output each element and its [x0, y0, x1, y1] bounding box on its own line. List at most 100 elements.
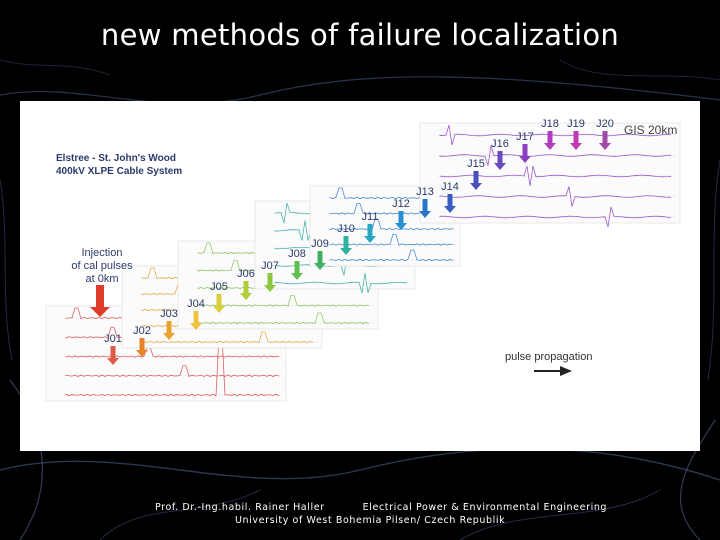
- joint-label: J08: [288, 248, 306, 260]
- joint-label: J10: [337, 223, 355, 235]
- arrow-head: [519, 156, 531, 163]
- arrow-shaft: [166, 321, 172, 333]
- arrow-shaft: [243, 281, 249, 293]
- joint-arrow: [544, 131, 556, 150]
- joint-label: J13: [416, 186, 434, 198]
- arrow-shaft: [139, 338, 145, 350]
- joint-label: J17: [516, 131, 534, 143]
- pulse-propagation-diagram: J01 J02 J03 J04 J05 J06 J07 J08 J09 J10 J11 J12 J13 J…: [45, 118, 681, 402]
- arrow-head: [599, 143, 611, 150]
- joint-label: J07: [261, 260, 279, 272]
- joint-label: J01: [104, 333, 122, 345]
- joint-label: J15: [467, 158, 485, 170]
- joint-arrow: [136, 338, 148, 357]
- joint-arrow: [163, 321, 175, 340]
- joint-label: J14: [441, 181, 459, 193]
- joint-arrow: [107, 346, 119, 365]
- arrow-head: [570, 143, 582, 150]
- footer-author: Prof. Dr.-Ing.habil. Rainer Haller: [155, 502, 325, 513]
- arrow-head: [291, 273, 303, 280]
- gis-label: GIS 20km: [624, 123, 677, 137]
- injection-label-line2: of cal pulses: [71, 260, 133, 272]
- arrow-shaft: [422, 199, 428, 211]
- oscillogram-trace: [329, 218, 454, 231]
- joint-label: J19: [567, 118, 585, 130]
- joint-label: J16: [491, 138, 509, 150]
- arrow-shaft: [267, 273, 273, 285]
- joint-label: J20: [596, 118, 614, 130]
- joint-arrows: [107, 131, 611, 365]
- arrow-head: [494, 163, 506, 170]
- joint-arrow: [419, 199, 431, 218]
- oscillogram-trace: [141, 331, 314, 344]
- arrow-head: [107, 358, 119, 365]
- joint-arrow: [264, 273, 276, 292]
- system-title-line1: Elstree - St. John's Wood: [56, 153, 176, 164]
- arrow-head: [444, 206, 456, 213]
- injection-label-line3: at 0km: [85, 273, 118, 285]
- arrow-shaft: [110, 346, 116, 358]
- joint-label: J09: [311, 238, 329, 250]
- oscillogram-trace: [439, 206, 672, 228]
- joint-arrow: [340, 236, 352, 255]
- oscillogram-trace: [439, 145, 672, 166]
- joint-arrow: [494, 151, 506, 170]
- arrow-head: [470, 183, 482, 190]
- oscillogram-trace: [439, 124, 672, 146]
- oscillogram-trace: [65, 346, 280, 358]
- joint-label: J18: [541, 118, 559, 130]
- injection-arrow: [90, 285, 110, 317]
- joint-label: J06: [237, 268, 255, 280]
- joint-label: J11: [362, 211, 379, 223]
- arrow-head: [213, 306, 225, 313]
- oscillogram-trace: [197, 295, 370, 307]
- arrow-head: [136, 350, 148, 357]
- oscillogram-stack: [45, 122, 681, 402]
- arrow-head: [419, 211, 431, 218]
- arrow-head: [340, 248, 352, 255]
- oscillogram-trace: [439, 186, 672, 207]
- joint-arrow: [444, 194, 456, 213]
- arrow-head: [364, 236, 376, 243]
- system-title-line2: 400kV XLPE Cable System: [56, 166, 182, 177]
- joint-arrow: [599, 131, 611, 150]
- footer-university: University of West Bohemia Pilsen/ Czech…: [235, 515, 506, 526]
- joint-arrow: [240, 281, 252, 300]
- joint-arrow: [190, 311, 202, 330]
- arrow-shaft: [294, 261, 300, 273]
- arrow-shaft: [447, 194, 453, 206]
- arrow-head: [240, 293, 252, 300]
- joint-arrow: [519, 144, 531, 163]
- arrow-shaft: [573, 131, 579, 143]
- joint-arrow: [470, 171, 482, 190]
- oscillogram-trace: [329, 249, 454, 262]
- footer-line1: Prof. Dr.-Ing.habil. Rainer Haller Electr…: [155, 502, 607, 513]
- arrow-head: [314, 263, 326, 270]
- joint-arrow: [364, 224, 376, 243]
- arrow-shaft: [343, 236, 349, 248]
- oscillogram-trace: [274, 272, 408, 294]
- footer-department: Electrical Power & Environmental Enginee…: [362, 502, 608, 513]
- arrow-head: [395, 223, 407, 230]
- arrow-shaft: [216, 294, 222, 306]
- oscillogram-trace: [65, 365, 280, 378]
- pulse-propagation-label: pulse propagation: [505, 351, 592, 363]
- oscillogram-trace: [197, 312, 370, 325]
- joint-label: J03: [160, 308, 178, 320]
- arrow-shaft: [547, 131, 553, 143]
- injection-label-line1: Injection: [82, 247, 123, 259]
- joint-label: J12: [392, 198, 410, 210]
- joint-label: J05: [210, 281, 228, 293]
- joint-label: J02: [133, 325, 151, 337]
- arrow-shaft: [522, 144, 528, 156]
- joint-arrow: [291, 261, 303, 280]
- arrow-shaft: [367, 224, 373, 236]
- arrow-shaft: [602, 131, 608, 143]
- arrow-shaft: [497, 151, 503, 163]
- arrow-head: [544, 143, 556, 150]
- joint-arrow: [213, 294, 225, 313]
- arrow-shaft: [398, 211, 404, 223]
- arrow-shaft: [193, 311, 199, 323]
- slide-title: new methods of failure localization: [100, 18, 620, 52]
